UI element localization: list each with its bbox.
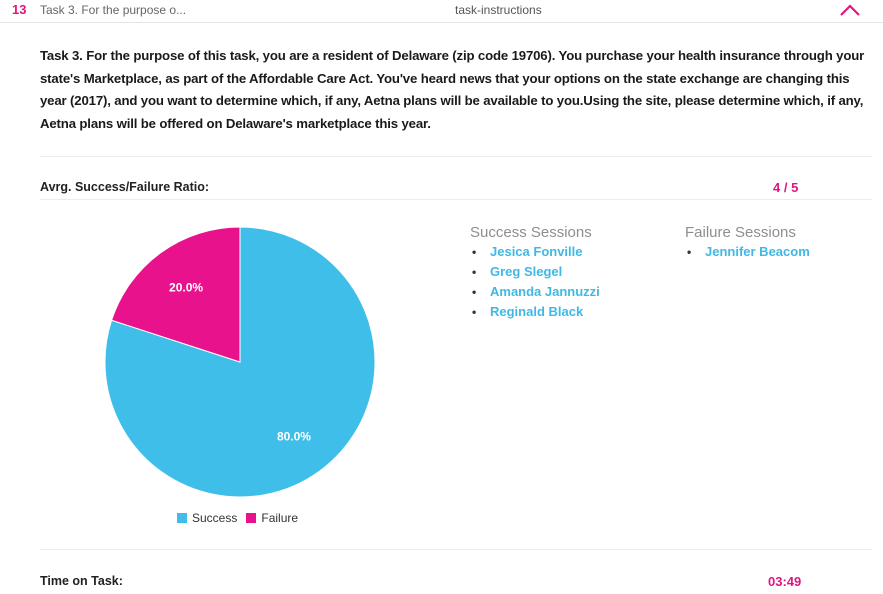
chevron-up-icon[interactable] [838, 1, 862, 19]
success-sessions-list: • Jesica Fonville • Greg Slegel • Amanda Ja… [470, 242, 600, 322]
pie-label-success: 80.0% [277, 429, 311, 443]
success-session-link[interactable]: • Reginald Black [472, 304, 584, 319]
ratio-label: Avrg. Success/Failure Ratio: [40, 180, 210, 194]
success-failure-pie-chart: 80.0% 20.0% [104, 226, 376, 498]
success-sessions-title: Success Sessions [470, 224, 592, 241]
pie-label-failure: 20.0% [169, 281, 203, 295]
failure-sessions-title: Failure Sessions [685, 224, 796, 241]
legend-item-success: Success [177, 511, 237, 525]
ratio-value: 4 / 5 [773, 180, 799, 195]
task-type-label: task-instructions [455, 3, 542, 17]
legend-swatch-success [177, 513, 187, 523]
time-on-task-label: Time on Task: [40, 574, 123, 588]
success-session-link[interactable]: • Greg Slegel [472, 264, 563, 279]
chart-legend: Success Failure [177, 511, 307, 525]
task-header[interactable]: 13 Task 3. For the purpose o... task-ins… [0, 0, 883, 23]
failure-sessions-list: • Jennifer Beacom [685, 242, 810, 262]
task-description: Task 3. For the purpose of this task, yo… [40, 48, 865, 131]
time-on-task-value: 03:49 [768, 574, 802, 589]
divider [40, 156, 872, 157]
task-number: 13 [12, 2, 27, 17]
failure-session-link[interactable]: • Jennifer Beacom [687, 244, 810, 259]
success-session-link[interactable]: • Amanda Jannuzzi [472, 284, 600, 299]
legend-label-success: Success [192, 511, 238, 525]
legend-item-failure: Failure [246, 511, 298, 525]
divider [40, 199, 872, 200]
pie-slice-failure [110, 226, 241, 363]
success-session-link[interactable]: • Jesica Fonville [472, 244, 583, 259]
legend-label-failure: Failure [261, 511, 299, 525]
divider [40, 549, 872, 550]
task-short-title: Task 3. For the purpose o... [40, 3, 187, 17]
legend-swatch-failure [246, 513, 257, 523]
